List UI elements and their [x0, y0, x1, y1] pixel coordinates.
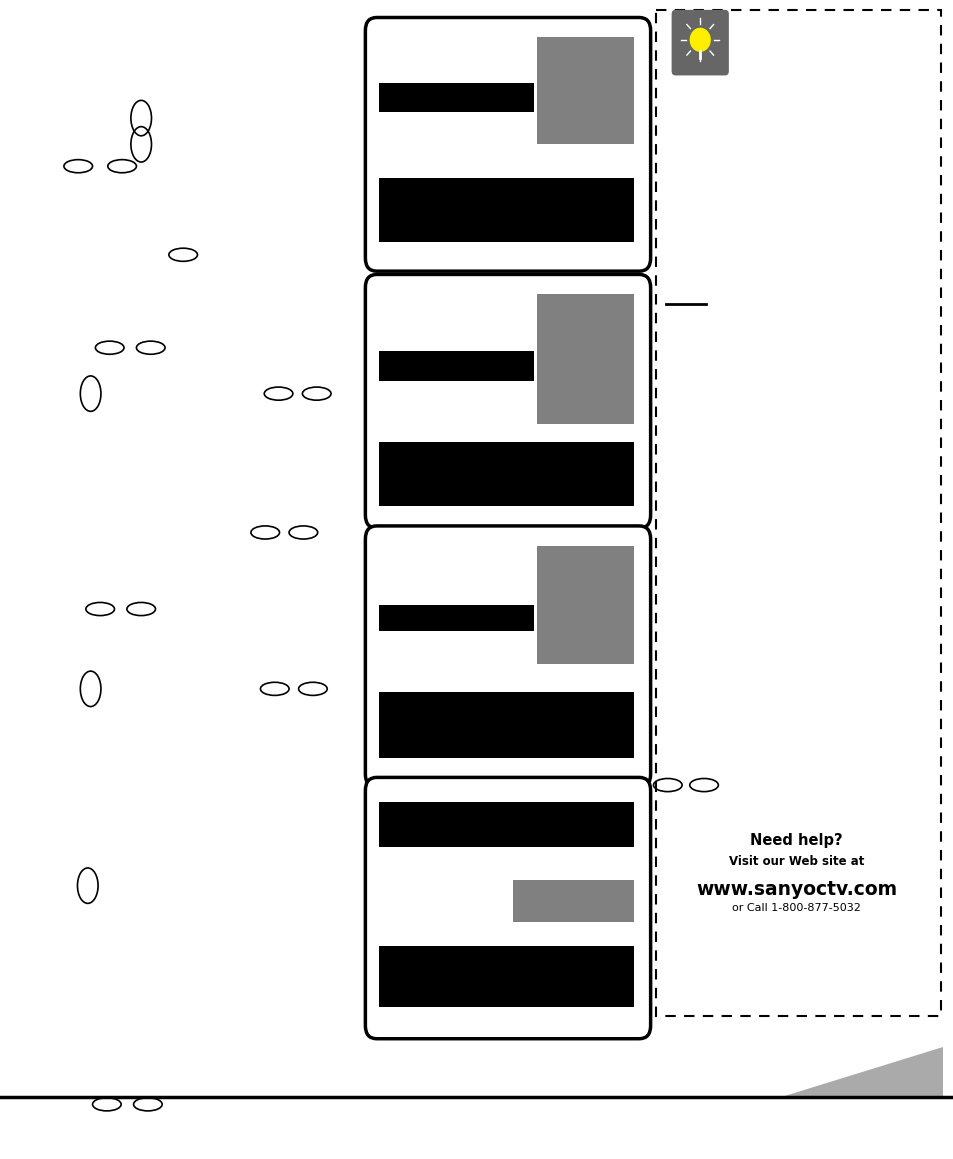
- FancyBboxPatch shape: [365, 17, 650, 271]
- Bar: [379, 443, 633, 505]
- Bar: [537, 546, 633, 664]
- Bar: [656, 9, 940, 1015]
- Bar: [379, 692, 633, 758]
- Text: Visit our Web site at: Visit our Web site at: [728, 855, 863, 868]
- Bar: [537, 37, 633, 145]
- Bar: [379, 351, 534, 381]
- Bar: [379, 605, 534, 630]
- Bar: [379, 802, 633, 847]
- FancyBboxPatch shape: [365, 275, 650, 529]
- Bar: [379, 83, 534, 112]
- Text: or Call 1-800-877-5032: or Call 1-800-877-5032: [731, 903, 861, 913]
- Text: Need help?: Need help?: [749, 833, 842, 848]
- FancyBboxPatch shape: [365, 778, 650, 1038]
- Circle shape: [690, 29, 709, 51]
- FancyBboxPatch shape: [671, 9, 728, 75]
- Bar: [379, 178, 633, 242]
- Bar: [379, 946, 633, 1007]
- Text: www.sanyoctv.com: www.sanyoctv.com: [696, 880, 896, 899]
- Polygon shape: [774, 1048, 942, 1099]
- FancyBboxPatch shape: [365, 526, 650, 787]
- Bar: [537, 294, 633, 424]
- Bar: [513, 880, 633, 923]
